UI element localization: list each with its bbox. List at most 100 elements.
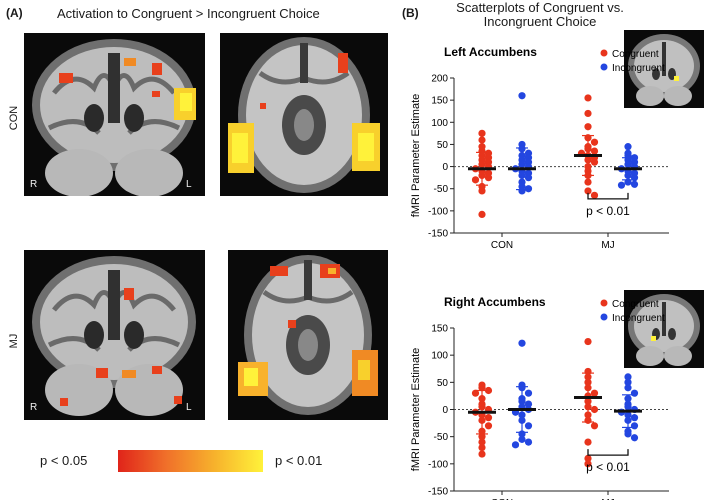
right-accumbens-point-mj-congruent [584, 337, 592, 346]
left-accumbens-point-mj-congruent [590, 138, 599, 146]
right-accumbens-sig-label: p < 0.01 [586, 460, 630, 474]
right-accumbens-point-con-incongruent [518, 416, 526, 424]
left-accumbens-y-tick-label: 150 [431, 96, 448, 107]
left-accumbens-point-mj-incongruent [624, 178, 632, 186]
left-accumbens-point-mj-congruent [584, 94, 592, 102]
right-accumbens-point-mj-congruent [584, 438, 592, 446]
left-accumbens-point-con-congruent [471, 176, 480, 184]
orientation-r-label-mj: R [30, 402, 38, 413]
right-accumbens-point-mj-congruent [584, 378, 592, 386]
panel-b-title-line1: Scatterplots of Congruent vs. [456, 0, 624, 15]
left-accumbens-y-tick-label: -100 [428, 206, 448, 217]
right-accumbens-point-mj-congruent [584, 403, 592, 411]
left-accumbens-y-tick-label: -150 [428, 229, 448, 240]
right-accumbens-point-mj-congruent [590, 389, 599, 397]
right-accumbens-title: Right Accumbens [444, 295, 546, 309]
chart-left-accumbens: Left Accumbens Congruent Incongruent 200 150… [410, 45, 669, 250]
left-accumbens-point-mj-congruent [590, 147, 599, 155]
right-accumbens-point-mj-congruent [584, 397, 592, 405]
right-accumbens-point-con-incongruent [518, 384, 526, 392]
left-accumbens-title: Left Accumbens [444, 45, 537, 59]
left-accumbens-point-mj-congruent [584, 156, 592, 164]
right-accumbens-point-mj-incongruent [624, 378, 632, 386]
right-accumbens-y-tick-label: 0 [442, 405, 448, 416]
right-accumbens-point-mj-congruent [584, 454, 592, 462]
left-accumbens-point-mj-congruent [584, 178, 592, 186]
right-accumbens-point-con-congruent [478, 438, 486, 446]
left-accumbens-point-con-incongruent [524, 174, 533, 182]
right-accumbens-y-tick-label: -100 [428, 459, 448, 470]
right-accumbens-point-con-congruent [478, 416, 486, 424]
right-accumbens-point-con-incongruent [524, 400, 533, 408]
panel-a-label: (A) [6, 6, 23, 20]
left-accumbens-legend-congruent-marker [600, 49, 608, 57]
panel-b-title-line2: Incongruent Choice [483, 14, 597, 29]
left-accumbens-legend-congruent: Congruent [612, 49, 659, 60]
left-accumbens-point-mj-incongruent [624, 171, 632, 180]
right-accumbens-point-con-congruent [484, 414, 493, 422]
left-accumbens-point-con-incongruent [518, 171, 526, 180]
brain-coronal-mj: R L [24, 250, 205, 420]
right-accumbens-point-con-congruent [478, 443, 486, 452]
right-accumbens-point-con-incongruent [518, 397, 526, 405]
right-accumbens-point-con-congruent [478, 450, 486, 458]
brain-coronal-con: R L [24, 33, 205, 196]
left-accumbens-point-mj-incongruent [624, 160, 632, 168]
left-accumbens-x-tick-label: MJ [601, 240, 614, 250]
left-accumbens-point-mj-incongruent [624, 143, 632, 151]
right-accumbens-point-con-incongruent [524, 422, 533, 430]
left-accumbens-point-con-congruent [484, 174, 493, 182]
orientation-l-label: L [186, 179, 192, 190]
left-accumbens-y-tick-label: 200 [431, 74, 448, 85]
right-accumbens-point-mj-congruent [584, 460, 592, 468]
right-accumbens-point-mj-incongruent [624, 403, 632, 411]
left-accumbens-point-con-congruent [478, 160, 486, 168]
colorbar [118, 450, 263, 472]
brain-axial-con [220, 33, 388, 196]
right-accumbens-point-mj-incongruent [624, 430, 632, 438]
right-accumbens-y-label: fMRI Parameter Estimate [410, 348, 422, 471]
left-accumbens-point-con-congruent [478, 136, 486, 144]
left-accumbens-y-tick-label: 100 [431, 118, 448, 129]
right-accumbens-point-con-incongruent [518, 435, 526, 443]
right-accumbens-y-tick-label: 50 [437, 378, 449, 389]
right-accumbens-point-con-incongruent [524, 389, 533, 397]
row-label-mj: MJ [8, 333, 20, 349]
left-accumbens-point-con-incongruent [524, 185, 533, 193]
right-accumbens-sig-bracket [587, 449, 629, 456]
left-accumbens-point-con-incongruent [518, 187, 526, 195]
left-accumbens-point-mj-congruent [590, 158, 599, 166]
right-accumbens-x-tick-label: MJ [601, 498, 614, 500]
panel-b-label: (B) [402, 6, 419, 20]
left-accumbens-point-mj-incongruent [630, 174, 639, 182]
right-accumbens-point-con-congruent [478, 433, 486, 441]
left-accumbens-point-con-incongruent [518, 145, 526, 153]
right-accumbens-point-mj-incongruent [624, 411, 632, 419]
left-accumbens-point-mj-congruent [584, 171, 592, 180]
left-accumbens-point-mj-congruent [584, 134, 592, 142]
right-accumbens-point-con-incongruent [511, 441, 520, 449]
left-accumbens-point-mj-incongruent [630, 180, 639, 188]
right-accumbens-point-mj-incongruent [630, 389, 639, 397]
right-accumbens-point-mj-incongruent [630, 434, 639, 442]
colorbar-high-label: p < 0.01 [275, 453, 323, 468]
inset-brain-left-accumbens [624, 30, 704, 108]
right-accumbens-point-mj-incongruent [630, 414, 639, 422]
left-accumbens-legend-incongruent: Incongruent [612, 63, 665, 74]
left-accumbens-point-con-congruent [478, 129, 486, 137]
left-accumbens-point-con-incongruent [518, 92, 526, 100]
left-accumbens-point-mj-congruent [584, 109, 592, 118]
right-accumbens-point-con-congruent [484, 422, 493, 430]
right-accumbens-point-con-incongruent [524, 438, 533, 446]
right-accumbens-point-mj-congruent [590, 422, 599, 430]
orientation-r-label: R [30, 179, 38, 190]
right-accumbens-point-con-incongruent [518, 411, 526, 419]
left-accumbens-y-tick-label: -50 [434, 184, 449, 195]
left-accumbens-y-label: fMRI Parameter Estimate [410, 94, 422, 217]
right-accumbens-x-tick-label: CON [491, 498, 513, 500]
right-accumbens-point-mj-incongruent [624, 384, 632, 392]
left-accumbens-sig-label: p < 0.01 [586, 204, 630, 218]
right-accumbens-point-mj-incongruent [624, 416, 632, 424]
left-accumbens-point-mj-incongruent [617, 181, 626, 189]
left-accumbens-x-tick-label: CON [491, 240, 513, 250]
